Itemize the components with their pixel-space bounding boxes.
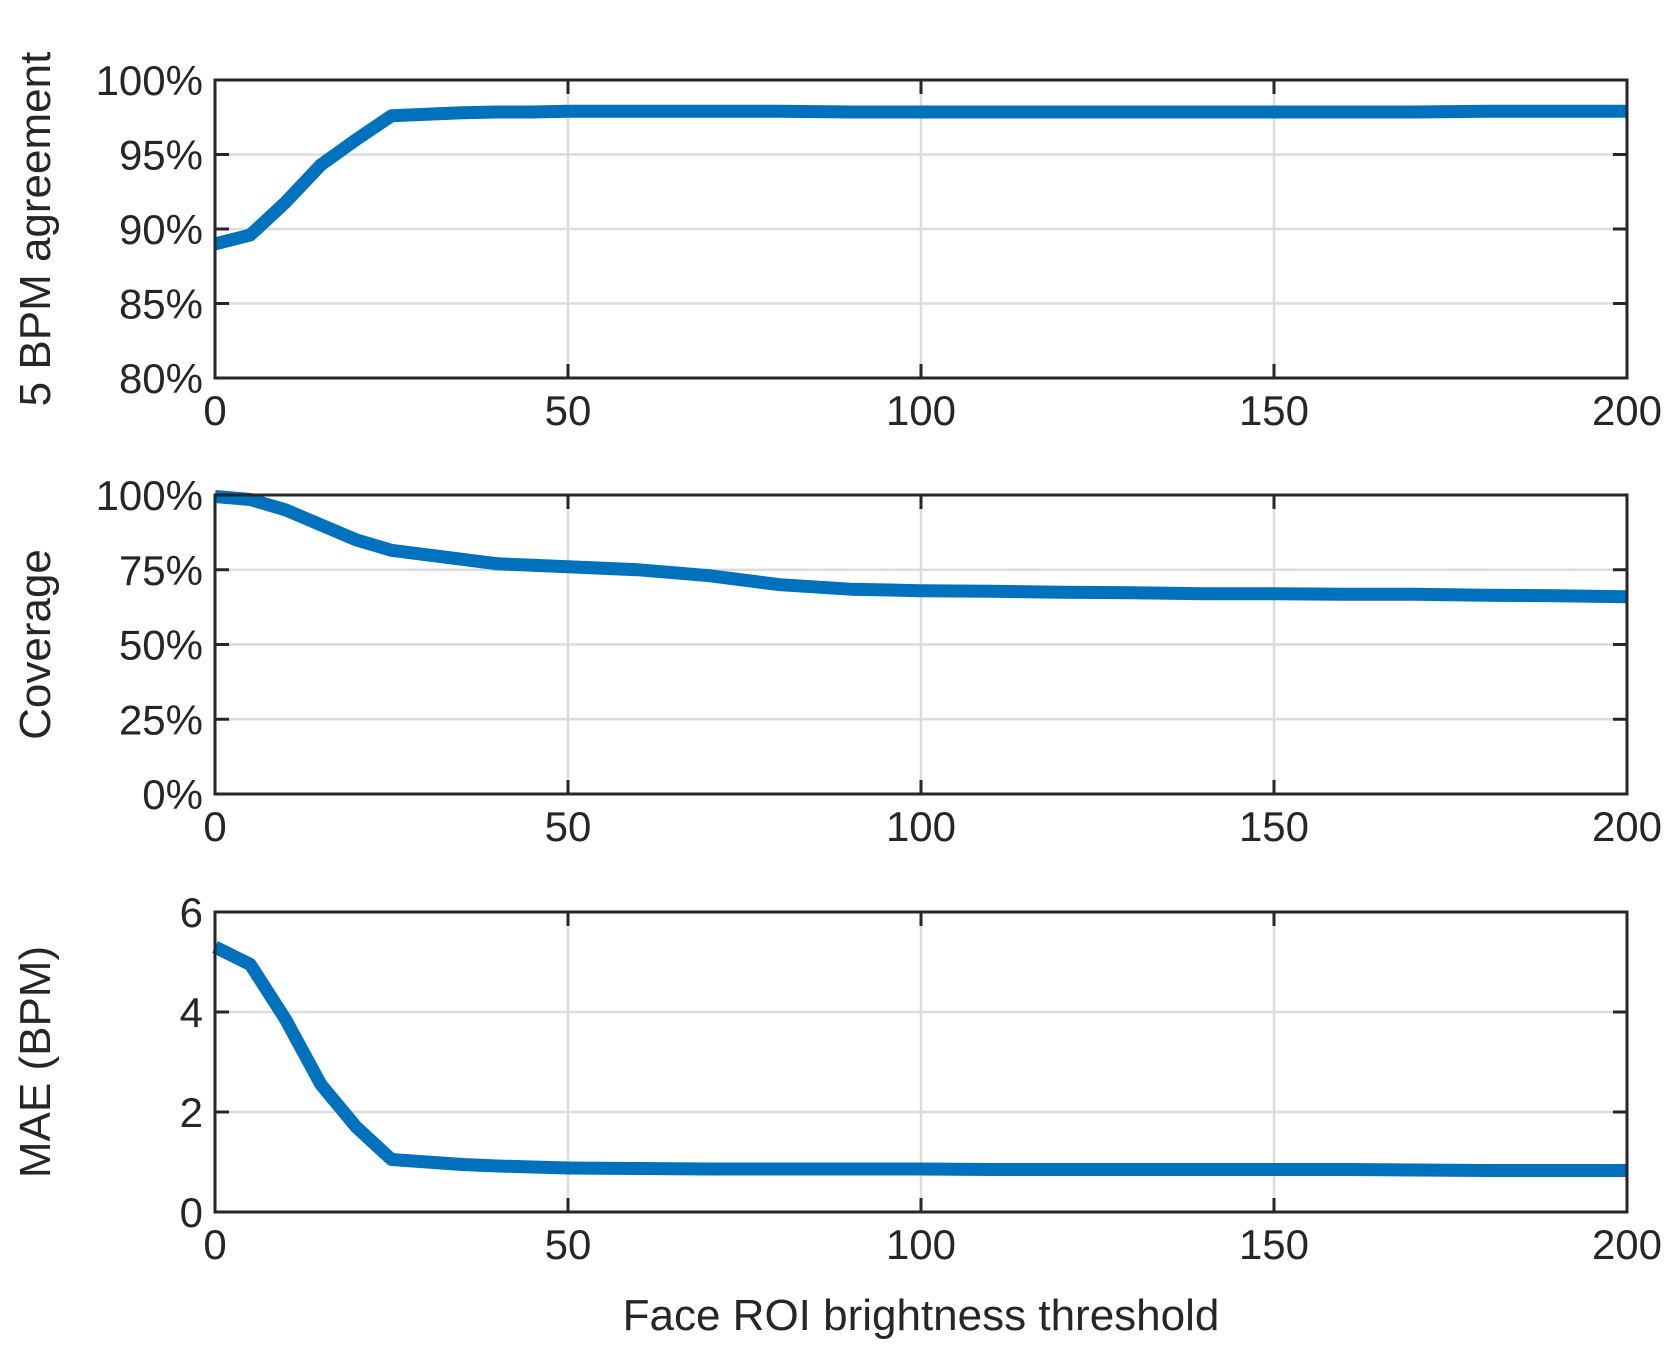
x-tick-label: 100 bbox=[886, 803, 956, 850]
y-tick-label: 85% bbox=[119, 281, 203, 328]
x-tick-label: 0 bbox=[203, 387, 226, 434]
y-tick-label: 100% bbox=[96, 472, 203, 519]
y-tick-label: 80% bbox=[119, 355, 203, 402]
coverage-panel: 0 50 100 150 200 0% 25% 50% 75% 100% Coverage bbox=[11, 472, 1662, 850]
y-tick-label: 6 bbox=[180, 889, 203, 936]
y-tick-label: 2 bbox=[180, 1089, 203, 1136]
x-tick-label: 150 bbox=[1239, 803, 1309, 850]
x-tick-label: 200 bbox=[1592, 803, 1662, 850]
y-tick-label: 95% bbox=[119, 132, 203, 179]
mae-y-axis-label: MAE (BPM) bbox=[11, 946, 60, 1178]
agreement-series-line bbox=[213, 104, 1627, 251]
x-tick-label: 50 bbox=[545, 1221, 592, 1268]
x-tick-label: 200 bbox=[1592, 1221, 1662, 1268]
x-tick-label: 50 bbox=[545, 387, 592, 434]
x-tick-label: 100 bbox=[886, 387, 956, 434]
coverage-y-axis-label: Coverage bbox=[11, 549, 60, 740]
x-tick-label: 0 bbox=[203, 1221, 226, 1268]
x-tick-label: 150 bbox=[1239, 387, 1309, 434]
x-tick-label: 0 bbox=[203, 803, 226, 850]
y-tick-label: 50% bbox=[119, 622, 203, 669]
mae-panel: 0 50 100 150 200 0 2 4 6 MAE (BPM) Face ROI bright… bbox=[11, 889, 1662, 1340]
x-tick-label: 50 bbox=[545, 803, 592, 850]
y-tick-label: 100% bbox=[96, 57, 203, 104]
y-tick-label: 25% bbox=[119, 696, 203, 743]
y-tick-label: 75% bbox=[119, 547, 203, 594]
x-tick-label: 150 bbox=[1239, 1221, 1309, 1268]
y-tick-label: 4 bbox=[180, 989, 203, 1036]
y-tick-label: 0% bbox=[142, 771, 203, 818]
coverage-series-line bbox=[214, 490, 1628, 604]
agreement-y-axis-label: 5 BPM agreement bbox=[11, 52, 60, 407]
x-tick-label: 100 bbox=[886, 1221, 956, 1268]
agreement-panel: 0 50 100 150 200 80% 85% 90% 95% 100% 5 BPM agreem… bbox=[11, 52, 1662, 434]
x-axis-label: Face ROI brightness threshold bbox=[623, 1291, 1220, 1340]
y-tick-label: 0 bbox=[180, 1189, 203, 1236]
x-tick-label: 200 bbox=[1592, 387, 1662, 434]
y-tick-label: 90% bbox=[119, 206, 203, 253]
mae-series-line bbox=[212, 941, 1627, 1177]
